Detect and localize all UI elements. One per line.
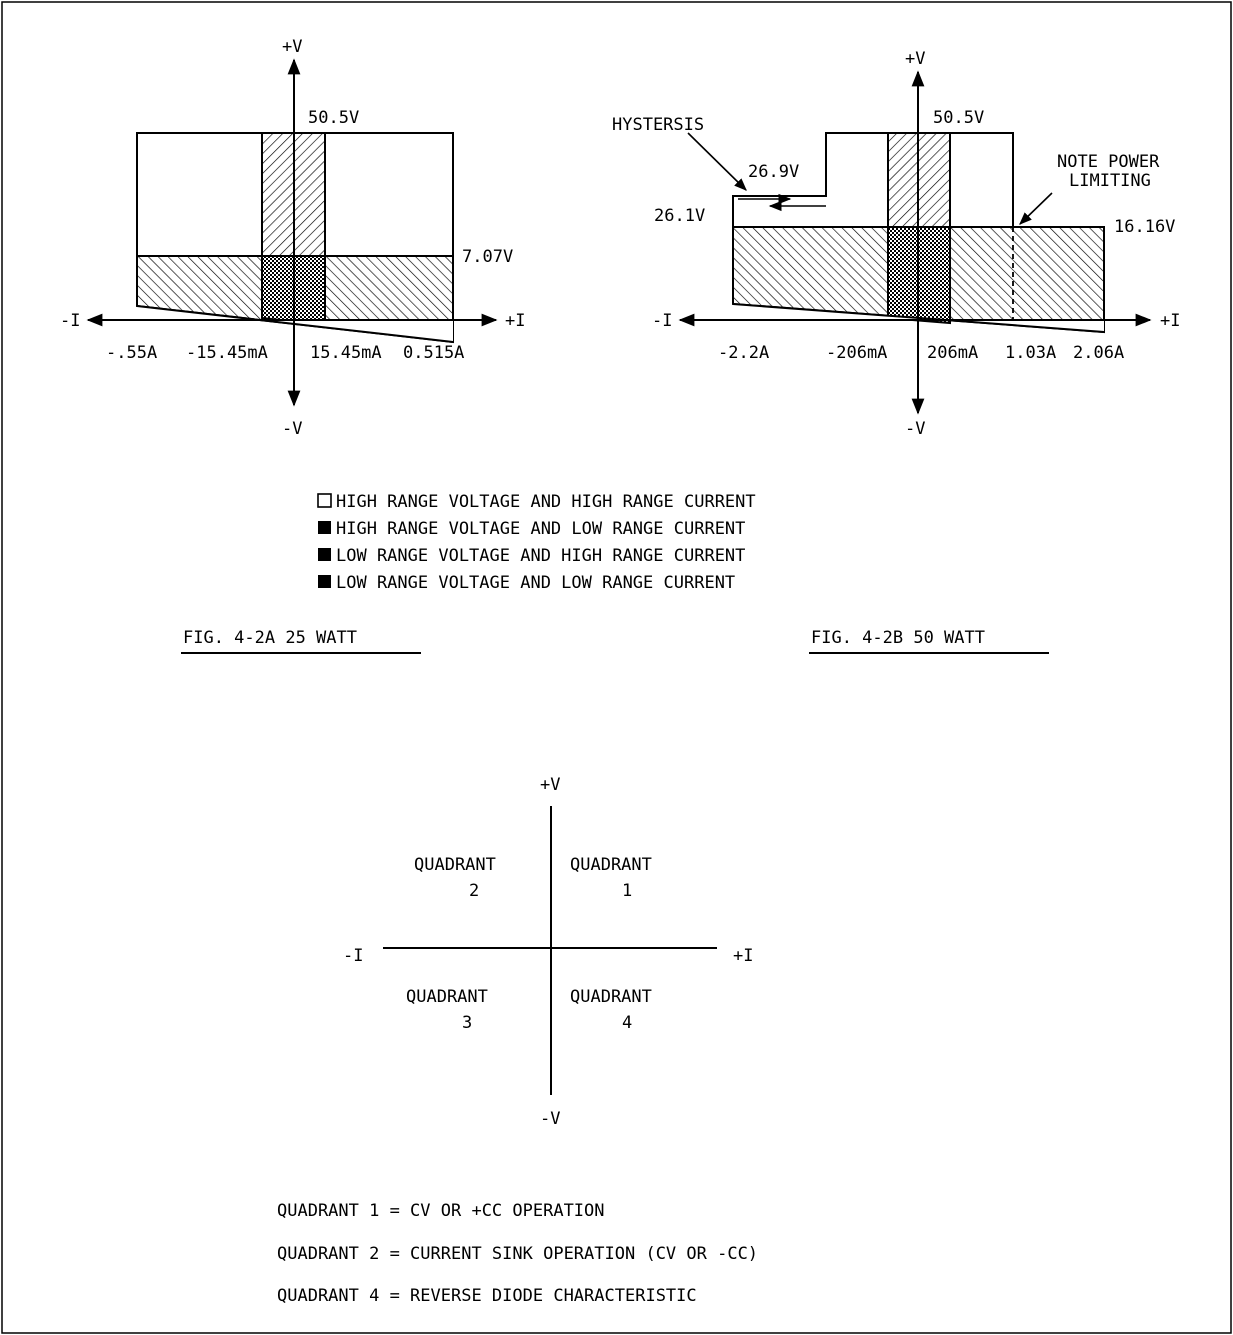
fig-b-caption: FIG. 4-2B 50 WATT: [811, 628, 985, 648]
fig-b-pv-label: +V: [905, 49, 925, 69]
fig-b-note-line1: NOTE POWER: [1057, 152, 1160, 172]
fig-b-i-pos-low: 206mA: [927, 343, 978, 363]
legend-swatch-low-low: [318, 575, 331, 588]
quadrant-notes: QUADRANT 1 = CV OR +CC OPERATION QUADRAN…: [277, 1201, 758, 1306]
legend-swatch-high-high: [317, 493, 332, 508]
fig-b-v-low-label: 16.16V: [1114, 217, 1175, 237]
fig-b-power-note-pointer: [1019, 192, 1053, 225]
note-line: QUADRANT 2 = CURRENT SINK OPERATION (CV …: [277, 1244, 758, 1264]
legend: HIGH RANGE VOLTAGE AND HIGH RANGE CURREN…: [317, 492, 756, 593]
quadrant-ni-label: -I: [343, 946, 363, 966]
fig-a-caption: FIG. 4-2A 25 WATT: [183, 628, 357, 648]
fig-b-nv-label: -V: [905, 419, 925, 439]
fig-4-2b: +V -V -I +I 50.5V HYSTERSIS 26.9V 26.1V …: [612, 49, 1180, 439]
fig-b-v-hyst-lower: 26.1V: [654, 206, 705, 226]
fig-a-v-high-label: 50.5V: [308, 108, 359, 128]
fig-4-2a: +V -V -I +I 50.5V 7.07V -.55A -15.45mA 1…: [60, 37, 525, 439]
legend-swatch-high-low: [318, 521, 331, 534]
fig-a-pv-label: +V: [282, 37, 302, 57]
fig-a-i-pos-low: 15.45mA: [310, 343, 382, 363]
fig-a-nv-label: -V: [282, 419, 302, 439]
fig-b-v-hyst-upper: 26.9V: [748, 162, 799, 182]
quadrant-pi-label: +I: [733, 946, 753, 966]
fig-b-pi-label: +I: [1160, 311, 1180, 331]
fig-a-i-neg-high: -.55A: [106, 343, 157, 363]
fig-b-hysteresis-label: HYSTERSIS: [612, 115, 704, 135]
quadrant-diagram: +V -V -I +I QUADRANT 2 QUADRANT 1 QUADRA…: [343, 775, 753, 1129]
quadrant-4-label: QUADRANT: [570, 987, 652, 1007]
legend-swatch-low-high: [318, 548, 331, 561]
fig-a-ni-label: -I: [60, 311, 80, 331]
fig-a-pi-label: +I: [505, 311, 525, 331]
legend-item: LOW RANGE VOLTAGE AND LOW RANGE CURRENT: [336, 573, 735, 593]
quadrant-nv-label: -V: [540, 1109, 560, 1129]
legend-item: HIGH RANGE VOLTAGE AND HIGH RANGE CURREN…: [336, 492, 756, 512]
legend-item: LOW RANGE VOLTAGE AND HIGH RANGE CURRENT: [336, 546, 745, 566]
note-line: QUADRANT 1 = CV OR +CC OPERATION: [277, 1201, 605, 1221]
note-line: QUADRANT 4 = REVERSE DIODE CHARACTERISTI…: [277, 1286, 697, 1306]
fig-b-i-pos-mid: 1.03A: [1005, 343, 1056, 363]
fig-b-i-neg-high: -2.2A: [718, 343, 769, 363]
fig-a-i-neg-low: -15.45mA: [186, 343, 268, 363]
fig-a-v-low-label: 7.07V: [462, 247, 513, 267]
quadrant-3-label: QUADRANT: [406, 987, 488, 1007]
quadrant-1-label: QUADRANT: [570, 855, 652, 875]
quadrant-2-number: 2: [469, 881, 479, 901]
quadrant-1-number: 1: [622, 881, 632, 901]
quadrant-4-number: 4: [622, 1013, 632, 1033]
quadrant-3-number: 3: [462, 1013, 472, 1033]
fig-b-v-high-label: 50.5V: [933, 108, 984, 128]
fig-b-note-line2: LIMITING: [1069, 171, 1151, 191]
fig-b-i-neg-low: -206mA: [826, 343, 887, 363]
fig-b-hysteresis-pointer: [687, 132, 747, 191]
quadrant-pv-label: +V: [540, 775, 560, 795]
legend-item: HIGH RANGE VOLTAGE AND LOW RANGE CURRENT: [336, 519, 745, 539]
fig-b-ni-label: -I: [652, 311, 672, 331]
fig-a-i-pos-high: 0.515A: [403, 343, 464, 363]
quadrant-2-label: QUADRANT: [414, 855, 496, 875]
fig-b-i-pos-high: 2.06A: [1073, 343, 1124, 363]
